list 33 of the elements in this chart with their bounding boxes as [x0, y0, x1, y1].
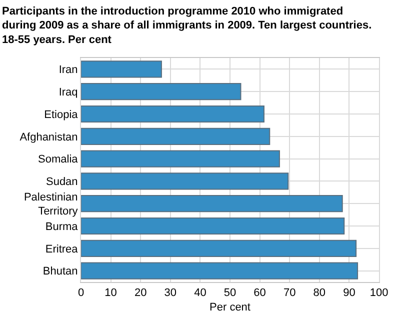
bar: [81, 128, 270, 145]
bar: [81, 217, 345, 235]
y-tick-label: Palestinian Territory: [24, 191, 78, 218]
y-tick-label: Iraq: [58, 86, 78, 98]
y-tick-label: Eritrea: [45, 243, 79, 256]
y-tick-label: Afghanistan: [20, 131, 78, 144]
y-tick-label: Etiopia: [44, 108, 79, 121]
bar: [81, 240, 357, 257]
x-tick-label: 60: [254, 287, 266, 300]
x-tick-label: 80: [313, 287, 326, 300]
x-tick-label: 20: [134, 287, 147, 300]
y-tick-label: Iran: [58, 64, 78, 76]
bar: [81, 262, 358, 280]
bar: [81, 105, 264, 123]
x-tick-label: 50: [224, 287, 236, 300]
x-axis-title: Per cent: [210, 301, 250, 314]
x-tick-label: 30: [164, 287, 177, 300]
chart-title: Participants in the introduction programme 2010 who immigrated during 2009 as a share of all immigrants in 2009. Ten largest countries. 18-55 years. Per cent: [2, 5, 372, 46]
y-tick-label: Somalia: [38, 154, 79, 166]
bar: [81, 60, 162, 78]
x-tick-label: 70: [283, 287, 296, 300]
bar: [81, 150, 280, 168]
x-tick-label: 40: [194, 287, 206, 300]
bar: [81, 172, 289, 190]
y-tick-label: Bhutan: [42, 266, 78, 278]
y-tick-label: Sudan: [46, 176, 78, 188]
bar: [81, 195, 343, 212]
x-tick-label: 10: [104, 287, 117, 300]
x-tick-label: 90: [343, 287, 356, 300]
bar: [81, 83, 242, 100]
x-tick-label: 100: [370, 287, 388, 300]
y-tick-label: Burma: [45, 220, 79, 233]
x-tick-label: 0: [78, 287, 84, 300]
